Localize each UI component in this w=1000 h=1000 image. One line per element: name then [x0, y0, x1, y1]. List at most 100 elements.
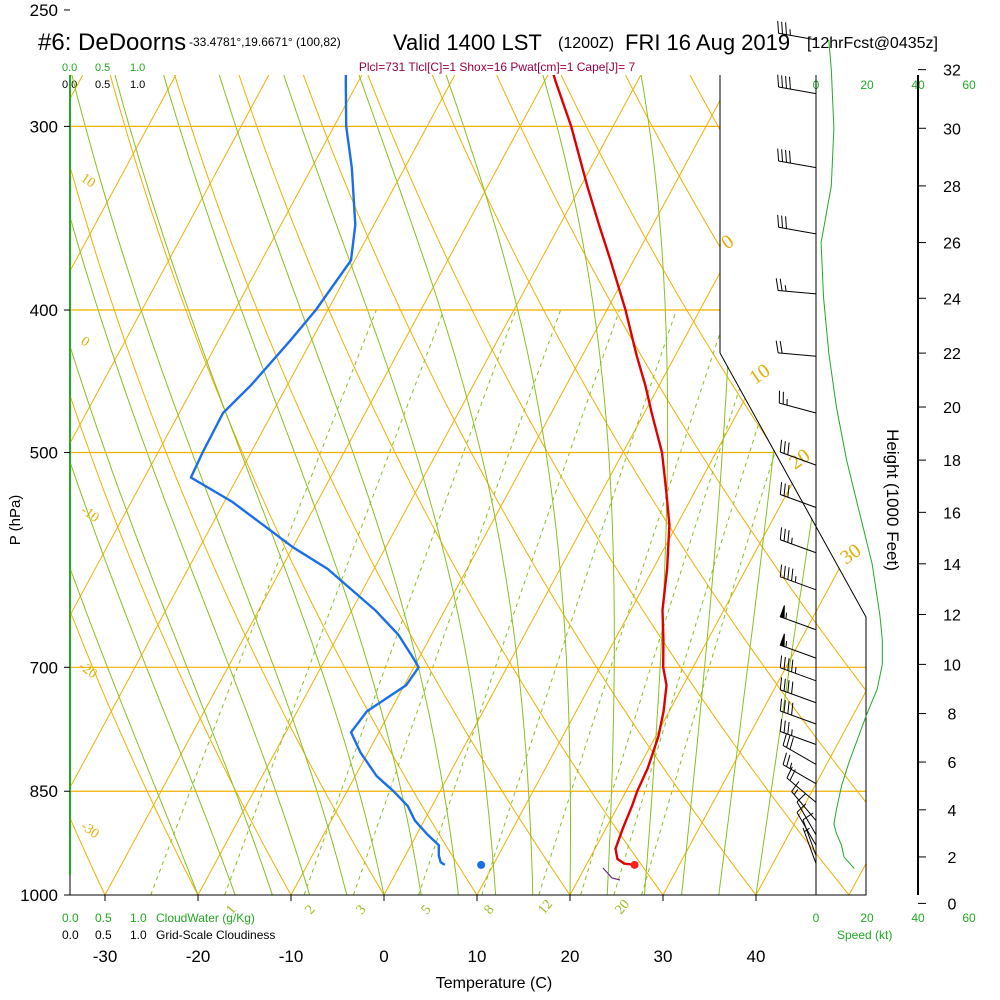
x-axis-label: Temperature (C)	[436, 975, 552, 992]
moist-adiabat-line	[97, 75, 385, 895]
cloudiness-tick: 0.0	[62, 928, 79, 942]
surface-temperature-marker	[630, 860, 639, 869]
mixing-ratio-line	[580, 309, 766, 895]
height-tick-label: 10	[943, 657, 961, 674]
wind-barb	[779, 655, 817, 682]
barb-feather	[779, 527, 783, 540]
temperature-profile	[540, 75, 671, 867]
valid-time: Valid 1400 LST	[393, 30, 542, 55]
barb-feather	[785, 76, 787, 89]
barb-feather	[787, 530, 790, 543]
isotherm-label: -20	[76, 659, 100, 682]
mixing-ratio-label: 5	[419, 903, 435, 918]
speed-label: Speed (kt)	[837, 928, 892, 942]
valid-date: FRI 16 Aug 2019	[625, 30, 790, 55]
dry-adiabat-line	[280, 75, 757, 895]
moist-adiabat-line	[70, 75, 348, 895]
x-tick-label: 20	[561, 947, 580, 966]
pressure-tick-label: 850	[30, 782, 58, 801]
barb-staff	[780, 689, 817, 704]
height-tick-label: 2	[948, 850, 957, 867]
speed-tick: 20	[860, 911, 874, 925]
isotherm-line	[0, 10, 25, 895]
pressure-tick-label: 300	[30, 117, 58, 136]
line-labels: 100-10-20-300102030123581220	[76, 171, 866, 918]
height-tick-label: 18	[943, 453, 961, 470]
x-tick-label: 10	[468, 947, 487, 966]
mixing-ratio-line	[224, 309, 445, 895]
dry-adiabat-line	[405, 75, 866, 895]
wind-barb	[777, 74, 817, 95]
pressure-tick-label: 1000	[20, 886, 58, 905]
surface-dewpoint-marker	[477, 860, 486, 869]
barb-feather	[785, 22, 787, 35]
barb-staff	[796, 801, 817, 836]
barb-feather	[791, 702, 794, 716]
speed-tick: 0	[813, 911, 820, 925]
barb-half-feather	[793, 789, 799, 795]
barb-feather	[787, 721, 790, 735]
barb-half-feather	[789, 762, 793, 769]
barb-feather	[787, 442, 790, 455]
barb-feather	[781, 215, 784, 228]
barb-feather	[787, 701, 790, 714]
height-tick-label: 16	[943, 505, 961, 522]
barb-staff	[782, 764, 817, 785]
barb-feather	[802, 812, 814, 821]
barb-staff	[780, 616, 817, 631]
wind-barb	[796, 792, 817, 836]
barb-staff	[780, 710, 817, 725]
wind-barb	[791, 781, 817, 821]
speed-scale-bottom: 0 20 40 60 Speed (kt)	[813, 911, 976, 942]
barb-feather	[783, 565, 786, 579]
mixing-ratio-label: 12	[536, 897, 556, 917]
barb-staff	[786, 777, 817, 803]
cloudiness-tick: 0.5	[95, 928, 112, 942]
barb-feather	[779, 655, 783, 668]
barb-feather	[779, 698, 783, 712]
barb-feather	[786, 754, 791, 767]
wind-barb	[778, 390, 817, 414]
dry-adiabat-line	[0, 10, 12, 895]
cloudiness-scale-bottom: 0.0 0.5 1.0 Grid-Scale Cloudiness	[62, 928, 275, 942]
sounding-indices: Plcl=731 Tlcl[C]=1 Shox=16 Pwat[cm]=1 Ca…	[359, 60, 636, 74]
barb-feather	[789, 76, 791, 90]
dry-adiabat-line	[70, 75, 199, 895]
isotherm-line	[70, 75, 305, 895]
wind-barb	[779, 527, 817, 554]
height-tick-label: 24	[943, 291, 961, 308]
cloudwater-label: CloudWater (g/Kg)	[156, 911, 255, 925]
barb-feather	[787, 567, 790, 580]
barb-staff	[780, 494, 817, 508]
cloudiness-tick: 1.0	[130, 79, 145, 91]
barb-feather	[791, 659, 794, 672]
isotherm-label: -30	[78, 819, 102, 842]
wind-barb	[802, 812, 817, 856]
barb-feather	[787, 658, 790, 671]
pressure-tick-label: 500	[30, 443, 58, 462]
isobars	[70, 125, 866, 792]
barb-feather	[777, 214, 780, 228]
barb-feather	[779, 340, 783, 354]
wind-barb	[779, 605, 817, 631]
station-title: #6: DeDoorns	[38, 29, 186, 56]
barb-feather	[779, 677, 783, 690]
pressure-tick-label: 400	[30, 301, 58, 320]
wind-barb	[777, 214, 817, 235]
barb-staff	[778, 160, 817, 169]
barb-feather	[791, 681, 794, 694]
cloudwater-tick: 0.0	[62, 62, 77, 74]
dry-adiabat-line	[155, 75, 571, 895]
isotherm-line	[662, 75, 866, 895]
speed-profile	[820, 39, 883, 869]
barb-feather	[796, 792, 807, 803]
barb-feather	[785, 216, 787, 229]
moist-adiabat-line	[423, 75, 571, 895]
y-axis-label: P (hPa)	[7, 495, 24, 546]
moist-adiabat-line	[262, 75, 497, 895]
height-tick-label: 12	[943, 607, 961, 624]
x-tick-label: 0	[379, 947, 388, 966]
height-tick-label: 8	[948, 707, 957, 724]
